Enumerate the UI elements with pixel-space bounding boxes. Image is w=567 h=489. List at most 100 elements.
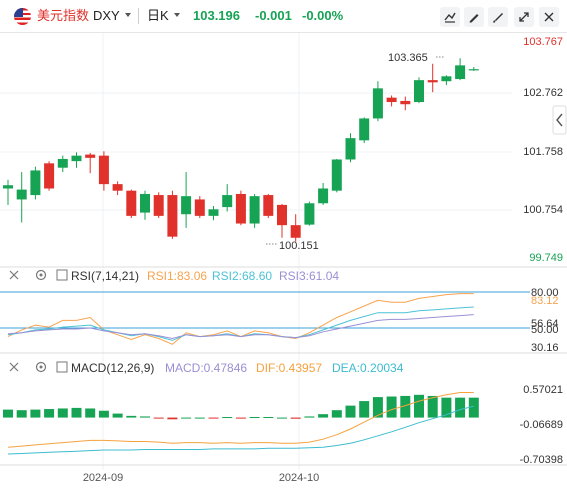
macd-y-axis: 0.57021 -0.06689 -0.70398 bbox=[520, 384, 563, 466]
settings-icon[interactable] bbox=[35, 269, 47, 281]
period-dropdown-icon[interactable] bbox=[174, 13, 180, 17]
candle-down bbox=[235, 193, 246, 224]
macd-bar bbox=[71, 407, 82, 418]
candle-up bbox=[318, 188, 329, 204]
rsi1-value: RSI1:83.06 bbox=[147, 269, 207, 283]
close-icon bbox=[544, 12, 554, 22]
params-icon[interactable] bbox=[56, 269, 68, 281]
y-tick: 100.754 bbox=[523, 204, 563, 216]
y-tick-max: 103.767 bbox=[523, 36, 563, 48]
close-button[interactable] bbox=[539, 7, 559, 27]
candle-up bbox=[249, 196, 260, 224]
candle-down bbox=[85, 154, 96, 158]
y-tick-min: 99.749 bbox=[529, 252, 563, 264]
rsi3-value: RSI3:61.04 bbox=[279, 269, 339, 283]
macd-tick: -0.06689 bbox=[520, 419, 563, 431]
expand-button[interactable] bbox=[514, 7, 534, 27]
candle-up bbox=[359, 118, 370, 141]
macd-bar bbox=[345, 405, 356, 418]
candle-series bbox=[3, 58, 479, 242]
candle-down bbox=[126, 190, 137, 216]
macd-bar bbox=[98, 410, 109, 418]
chevron-left-icon bbox=[556, 113, 563, 127]
macd-bar bbox=[414, 394, 424, 418]
macd-label: MACD(12,26,9) bbox=[71, 361, 154, 375]
instrument-name[interactable]: 美元指数 bbox=[37, 8, 90, 23]
brush-button[interactable] bbox=[488, 7, 508, 27]
macd-bar bbox=[167, 417, 178, 420]
low-price-marker: 100.151 bbox=[279, 240, 319, 252]
header-divider bbox=[138, 8, 139, 24]
draw-line-icon bbox=[444, 12, 456, 23]
macd-bar bbox=[208, 417, 219, 419]
candle-down bbox=[194, 199, 205, 216]
candle-down bbox=[112, 184, 123, 191]
period-selector[interactable]: 日K bbox=[147, 8, 169, 23]
hide-indicator-icon[interactable] bbox=[9, 362, 19, 372]
rsi2-value: RSI2:68.60 bbox=[212, 269, 272, 283]
macd-bar bbox=[400, 395, 411, 418]
last-price: 103.196 bbox=[193, 8, 240, 23]
rsi-line-rsi2 bbox=[7, 306, 474, 341]
params-icon[interactable] bbox=[56, 361, 68, 373]
brush-icon bbox=[493, 13, 503, 23]
macd-bar bbox=[455, 397, 466, 418]
candle-up bbox=[181, 196, 192, 215]
macd-bar bbox=[427, 395, 438, 418]
rsi-tick: 80.00 bbox=[531, 287, 559, 299]
rsi-label: RSI(7,14,21) bbox=[71, 269, 139, 283]
macd-tick: -0.70398 bbox=[520, 454, 563, 466]
rsi-tick: 83.12 bbox=[531, 295, 559, 307]
candle-up bbox=[222, 195, 233, 208]
macd-bar bbox=[30, 409, 41, 418]
candle-up bbox=[345, 138, 356, 160]
candle-down bbox=[167, 195, 178, 237]
draw-line-button[interactable] bbox=[440, 7, 460, 27]
macd-bar bbox=[44, 409, 55, 418]
macd-bar bbox=[331, 410, 342, 418]
candle-down bbox=[427, 80, 438, 83]
macd-bar bbox=[85, 408, 96, 418]
candle-down bbox=[277, 204, 287, 226]
instrument-symbol[interactable]: DXY bbox=[93, 8, 120, 23]
rsi-tick: 50.00 bbox=[531, 324, 559, 336]
macd-bar bbox=[304, 416, 315, 418]
dif-value: DIF:0.43957 bbox=[256, 361, 322, 375]
candle-down bbox=[263, 195, 274, 216]
macd-bar bbox=[359, 401, 370, 418]
candle-up bbox=[140, 193, 150, 213]
candle-down bbox=[98, 155, 109, 185]
macd-bar bbox=[222, 417, 233, 419]
dea-value: DEA:0.20034 bbox=[332, 361, 404, 375]
scroll-right-button[interactable] bbox=[552, 105, 567, 135]
macd-bar bbox=[290, 417, 301, 419]
hide-indicator-icon[interactable] bbox=[9, 270, 19, 280]
candle-up bbox=[331, 159, 342, 191]
macd-bar bbox=[249, 417, 260, 419]
candle-up bbox=[208, 209, 219, 216]
chart-header: 美元指数 DXY 日K 103.196 -0.001 -0.00% bbox=[0, 0, 567, 33]
candle-up bbox=[455, 65, 466, 80]
rsi-tick: 30.16 bbox=[531, 342, 559, 354]
macd-bar bbox=[386, 396, 397, 418]
pencil-button[interactable] bbox=[464, 7, 484, 27]
candle-down bbox=[290, 225, 301, 238]
expand-icon bbox=[519, 12, 529, 22]
candle-up bbox=[441, 76, 452, 82]
macd-bar bbox=[441, 397, 452, 418]
macd-line-dif bbox=[7, 392, 474, 448]
rsi-line-rsi3 bbox=[7, 314, 474, 340]
candle-up bbox=[304, 203, 315, 225]
candle-down bbox=[153, 195, 164, 216]
macd-bar bbox=[194, 417, 205, 419]
settings-icon[interactable] bbox=[35, 361, 47, 373]
rsi-lines bbox=[7, 293, 474, 345]
candle-up bbox=[3, 185, 13, 189]
main-y-axis: 103.767 102.762 101.758 100.754 99.749 bbox=[523, 36, 563, 264]
candle-down bbox=[44, 163, 55, 189]
macd-series bbox=[3, 392, 479, 455]
symbol-dropdown-icon[interactable] bbox=[125, 13, 131, 17]
y-tick: 101.758 bbox=[523, 146, 563, 158]
macd-bar bbox=[318, 414, 329, 418]
